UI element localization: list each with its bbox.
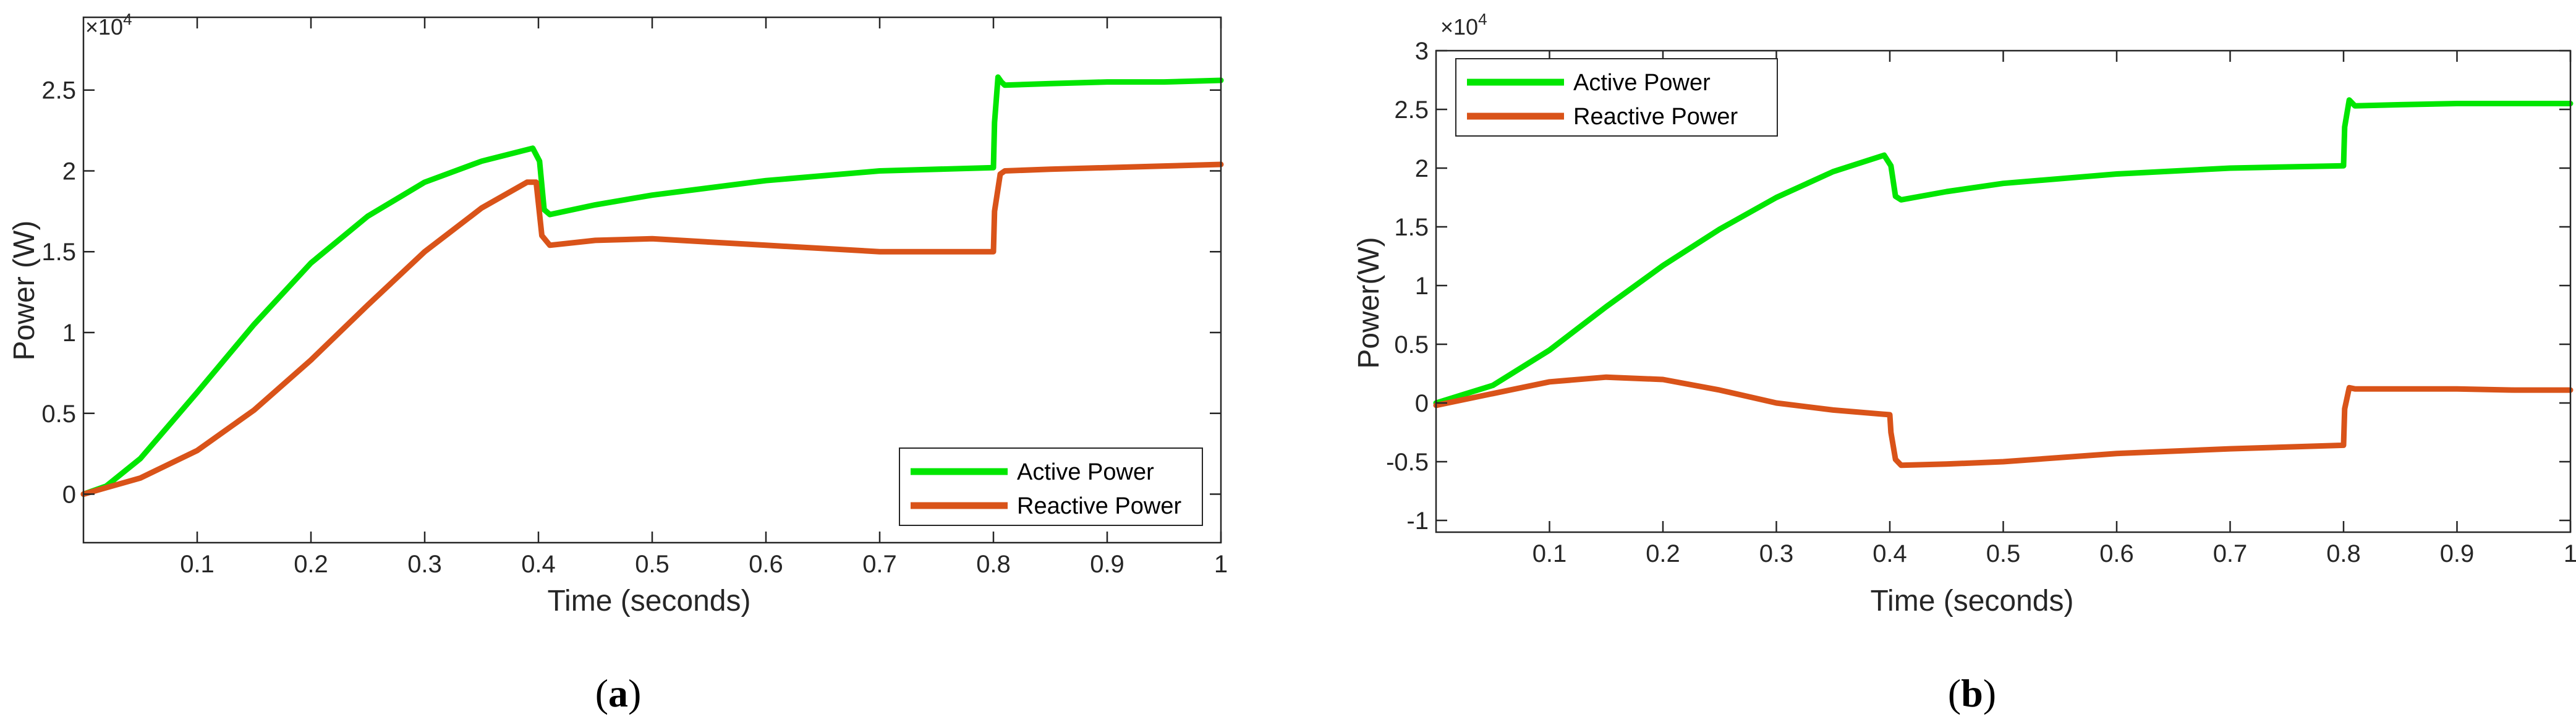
panel-b-y-tick-label: 0.5 [1394,331,1429,358]
panel-a-y-tick-label: 2.5 [41,77,76,104]
panel-a-x-tick-label: 0.1 [180,551,215,578]
panel-b-y-tick-label: 1.5 [1394,214,1429,241]
panel-b-x-tick-label: 0.7 [2213,540,2248,567]
panel-b-series-line-reactive-power [1433,374,2574,468]
panel-b-legend-box [1455,58,1778,137]
panel-a-x-axis-label: Time (seconds) [548,585,751,617]
panel-a-series-line-reactive-power [80,161,1224,497]
panel-a-series-line-active-power [80,74,1224,497]
panel-b-chart: 0.1 0.2 0.3 0.4 0.5 0.6 0.7 0.8 0.9 1 -1 -0.5 0 0.5 1 1… [1353,10,2576,715]
panel-a-exponent-label: ×104 [85,10,132,40]
panel-a-y-tick-label: 1.5 [41,239,76,266]
panel-b-x-tick-label: 0.9 [2440,540,2475,567]
panel-a-chart: 0.1 0.2 0.3 0.4 0.5 0.6 0.7 0.8 0.9 1 0 0.5 1 1.5 2 2.5… [8,10,1228,715]
panel-b-y-tick-label: 2 [1415,155,1429,182]
panel-b-x-tick-label: 0.6 [2099,540,2134,567]
panel-b-series-line-active-power [1433,97,2574,406]
panel-a-y-tick-label: 1 [62,320,76,347]
panel-a-x-tick-label: 0.3 [407,551,442,578]
panel-b-x-tick-label: 0.4 [1872,540,1907,567]
panel-a-caption: (a) [595,671,642,715]
panel-b-x-tick-label: 0.1 [1532,540,1567,567]
panel-a-x-tick-label: 0.9 [1090,551,1124,578]
panel-a-y-axis-label: Power (W) [8,221,41,361]
panel-a-y-tick-label: 0 [62,481,76,509]
panel-a-x-tick-label: 0.8 [976,551,1011,578]
panel-b-x-tick-label: 0.8 [2326,540,2361,567]
panel-b-y-tick-label: 1 [1415,273,1429,300]
panel-a-x-tick-label: 0.7 [862,551,897,578]
panel-b-y-tick-label: 2.5 [1394,96,1429,124]
panel-b-x-axis-label: Time (seconds) [1871,585,2074,617]
panel-a-x-tick-label: 1 [1214,551,1228,578]
panel-a-x-tick-label: 0.4 [521,551,556,578]
panel-b-x-tick-label: 0.2 [1646,540,1680,567]
panel-b-y-tick-label: -1 [1406,507,1429,535]
panel-a-x-tick-label: 0.5 [635,551,670,578]
panel-a-legend-box [899,447,1203,526]
panel-b-exponent-label: ×104 [1440,10,1487,40]
panel-a-plot-area: 0.1 0.2 0.3 0.4 0.5 0.6 0.7 0.8 0.9 1 0 0.5 1 1.5 2 2.5… [41,16,1228,578]
panel-b-legend-label-reactive-power: Reactive Power [1573,104,1738,130]
panel-b-x-tick-label: 0.5 [1986,540,2021,567]
panel-b-x-tick-label: 0.3 [1759,540,1794,567]
panel-b-y-axis-label: Power(W) [1353,237,1385,368]
panel-a-y-tick-label: 2 [62,158,76,185]
panel-b-legend: Active Power Reactive Power [1455,58,1778,137]
panel-b-legend-label-active-power: Active Power [1573,70,1711,96]
panel-b-x-tick-label: 1 [2564,540,2576,567]
panel-a-x-tick-label: 0.2 [294,551,328,578]
panel-b-y-tick-label: -0.5 [1386,449,1429,476]
panel-a-legend-label-active-power: Active Power [1017,459,1154,485]
panel-b-plot-area: 0.1 0.2 0.3 0.4 0.5 0.6 0.7 0.8 0.9 1 -1 -0.5 0 0.5 1 1… [1386,38,2576,567]
panel-b-caption: (b) [1948,671,1996,715]
panel-b-y-tick-label: 0 [1415,390,1429,417]
panel-a-x-tick-label: 0.6 [749,551,783,578]
panel-a-y-tick-label: 0.5 [41,401,76,428]
panel-b-y-tick-label: 3 [1415,38,1429,65]
panel-a-legend-label-reactive-power: Reactive Power [1017,493,1181,519]
panel-a-legend: Active Power Reactive Power [899,447,1203,526]
